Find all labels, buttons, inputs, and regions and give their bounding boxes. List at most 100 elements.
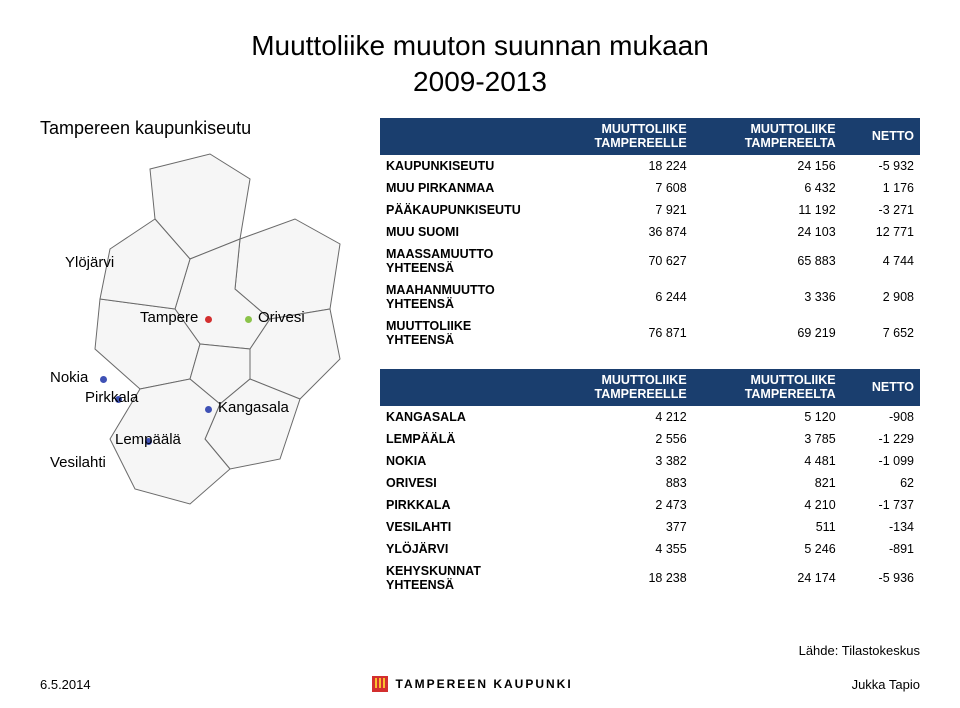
cell-in: 377 (542, 516, 693, 538)
row-label: LEMPÄÄLÄ (380, 428, 542, 450)
cell-net: -1 737 (842, 494, 920, 516)
table1-header-col3: NETTO (842, 118, 920, 155)
migration-table-1: MUUTTOLIIKE TAMPEREELLE MUUTTOLIIKE TAMP… (380, 118, 920, 351)
footer-date: 6.5.2014 (40, 677, 91, 692)
row-label: ORIVESI (380, 472, 542, 494)
cell-out: 24 156 (693, 155, 842, 177)
cell-out: 5 246 (693, 538, 842, 560)
cell-out: 4 481 (693, 450, 842, 472)
row-label: MUUTTOLIIKEYHTEENSÄ (380, 315, 542, 351)
table-row: NOKIA3 3824 481-1 099 (380, 450, 920, 472)
map-label-orivesi: Orivesi (258, 309, 305, 326)
table-row: KANGASALA4 2125 120-908 (380, 406, 920, 428)
map-label-tampere: Tampere (140, 309, 198, 326)
cell-in: 36 874 (542, 221, 693, 243)
cell-net: -1 099 (842, 450, 920, 472)
table-row: KEHYSKUNNATYHTEENSÄ18 23824 174-5 936 (380, 560, 920, 596)
map-label-kangasala: Kangasala (218, 399, 289, 416)
map-dot-tampere (205, 316, 212, 323)
page-title-line1: Muuttoliike muuton suunnan mukaan (40, 30, 920, 62)
table-row: PIRKKALA2 4734 210-1 737 (380, 494, 920, 516)
footer-logo: TAMPEREEN KAUPUNKI (370, 674, 573, 694)
table-row: MUU SUOMI36 87424 10312 771 (380, 221, 920, 243)
table-row: MUUTTOLIIKEYHTEENSÄ76 87169 2197 652 (380, 315, 920, 351)
cell-in: 7 608 (542, 177, 693, 199)
table-row: ORIVESI88382162 (380, 472, 920, 494)
cell-in: 7 921 (542, 199, 693, 221)
table-row: MUU PIRKANMAA7 6086 4321 176 (380, 177, 920, 199)
footer-author: Jukka Tapio (852, 677, 920, 692)
cell-net: -3 271 (842, 199, 920, 221)
logo-icon (370, 674, 390, 694)
cell-out: 3 785 (693, 428, 842, 450)
cell-out: 511 (693, 516, 842, 538)
table2-header-col1: MUUTTOLIIKE TAMPEREELLE (542, 369, 693, 406)
cell-out: 65 883 (693, 243, 842, 279)
cell-net: -891 (842, 538, 920, 560)
row-label: MAASSAMUUTTOYHTEENSÄ (380, 243, 542, 279)
cell-in: 4 355 (542, 538, 693, 560)
cell-out: 3 336 (693, 279, 842, 315)
footer-org: TAMPEREEN KAUPUNKI (396, 677, 573, 691)
cell-net: 1 176 (842, 177, 920, 199)
cell-out: 24 103 (693, 221, 842, 243)
region-map: Ylöjärvi Tampere Orivesi Nokia Pirkkala … (40, 149, 360, 529)
table-row: PÄÄKAUPUNKISEUTU7 92111 192-3 271 (380, 199, 920, 221)
row-label: MUU PIRKANMAA (380, 177, 542, 199)
map-label-pirkkala: Pirkkala (85, 389, 138, 406)
row-label: MAAHANMUUTTOYHTEENSÄ (380, 279, 542, 315)
row-label: MUU SUOMI (380, 221, 542, 243)
source-text: Lähde: Tilastokeskus (799, 643, 920, 658)
map-dot-orivesi (245, 316, 252, 323)
table1-header-col2: MUUTTOLIIKE TAMPEREELTA (693, 118, 842, 155)
cell-net: 7 652 (842, 315, 920, 351)
cell-net: -134 (842, 516, 920, 538)
cell-in: 70 627 (542, 243, 693, 279)
cell-in: 883 (542, 472, 693, 494)
page-title-line2: 2009-2013 (40, 66, 920, 98)
table-row: LEMPÄÄLÄ2 5563 785-1 229 (380, 428, 920, 450)
cell-out: 69 219 (693, 315, 842, 351)
cell-net: 62 (842, 472, 920, 494)
cell-out: 11 192 (693, 199, 842, 221)
map-outline (40, 149, 360, 529)
cell-in: 3 382 (542, 450, 693, 472)
cell-in: 4 212 (542, 406, 693, 428)
table2-header-blank (380, 369, 542, 406)
map-label-ylojarvi: Ylöjärvi (65, 254, 114, 271)
table2-header-col3: NETTO (842, 369, 920, 406)
table1-header-blank (380, 118, 542, 155)
map-dot-nokia (100, 376, 107, 383)
cell-in: 18 224 (542, 155, 693, 177)
map-dot-kangasala (205, 406, 212, 413)
cell-net: -5 932 (842, 155, 920, 177)
cell-out: 24 174 (693, 560, 842, 596)
table1-header-col1: MUUTTOLIIKE TAMPEREELLE (542, 118, 693, 155)
row-label: PÄÄKAUPUNKISEUTU (380, 199, 542, 221)
cell-net: 4 744 (842, 243, 920, 279)
cell-out: 5 120 (693, 406, 842, 428)
cell-net: -5 936 (842, 560, 920, 596)
row-label: KEHYSKUNNATYHTEENSÄ (380, 560, 542, 596)
row-label: PIRKKALA (380, 494, 542, 516)
table-row: VESILAHTI377511-134 (380, 516, 920, 538)
cell-net: -908 (842, 406, 920, 428)
table-row: MAAHANMUUTTOYHTEENSÄ6 2443 3362 908 (380, 279, 920, 315)
table2-header-col2: MUUTTOLIIKE TAMPEREELTA (693, 369, 842, 406)
cell-in: 18 238 (542, 560, 693, 596)
row-label: VESILAHTI (380, 516, 542, 538)
cell-out: 821 (693, 472, 842, 494)
map-label-nokia: Nokia (50, 369, 88, 386)
cell-in: 2 556 (542, 428, 693, 450)
cell-in: 6 244 (542, 279, 693, 315)
region-label: Tampereen kaupunkiseutu (40, 118, 370, 139)
map-label-lempaala: Lempäälä (115, 431, 181, 448)
cell-net: -1 229 (842, 428, 920, 450)
row-label: KANGASALA (380, 406, 542, 428)
migration-table-2: MUUTTOLIIKE TAMPEREELLE MUUTTOLIIKE TAMP… (380, 369, 920, 596)
cell-out: 4 210 (693, 494, 842, 516)
row-label: KAUPUNKISEUTU (380, 155, 542, 177)
cell-in: 76 871 (542, 315, 693, 351)
table-row: YLÖJÄRVI4 3555 246-891 (380, 538, 920, 560)
cell-net: 12 771 (842, 221, 920, 243)
